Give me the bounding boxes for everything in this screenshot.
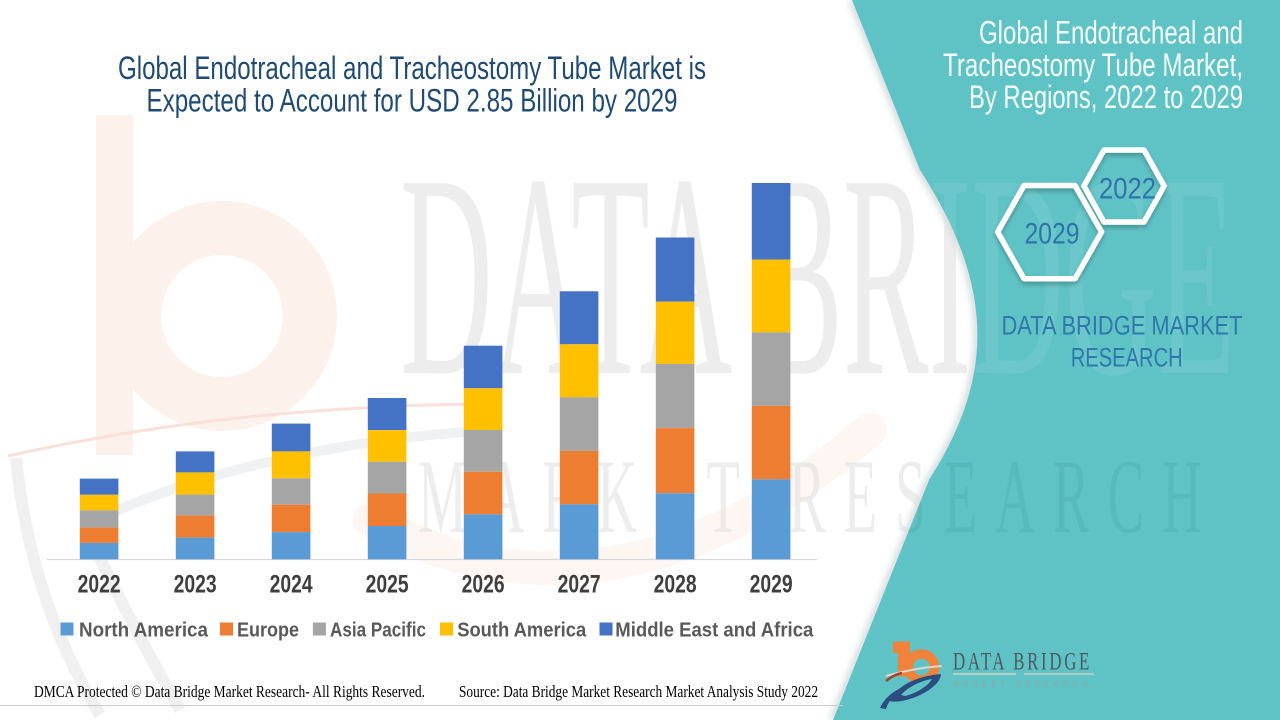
svg-text:Expected to Account for USD 2.: Expected to Account for USD 2.85 Billion…	[147, 82, 678, 118]
svg-text:Europe: Europe	[237, 620, 299, 642]
svg-text:North America: North America	[79, 620, 209, 642]
svg-text:DATA BRIDGE MARKET: DATA BRIDGE MARKET	[1002, 311, 1243, 341]
svg-text:2028: 2028	[654, 571, 697, 599]
svg-text:South America: South America	[457, 620, 587, 642]
svg-text:2025: 2025	[366, 571, 409, 599]
svg-text:2026: 2026	[462, 571, 505, 599]
svg-text:Global Endotracheal and: Global Endotracheal and	[979, 15, 1243, 51]
svg-text:2024: 2024	[270, 571, 313, 599]
svg-text:2029: 2029	[750, 571, 793, 599]
svg-text:Tracheostomy Tube Market,: Tracheostomy Tube Market,	[943, 47, 1243, 83]
svg-text:Asia Pacific: Asia Pacific	[330, 620, 426, 642]
svg-text:By Regions, 2022 to 2029: By Regions, 2022 to 2029	[969, 79, 1243, 115]
svg-text:DATA BRIDGE: DATA BRIDGE	[953, 648, 1092, 675]
svg-text:Middle East and Africa: Middle East and Africa	[615, 620, 814, 642]
svg-text:Global Endotracheal and Trache: Global Endotracheal and Tracheostomy Tub…	[118, 50, 706, 86]
svg-text:Source: Data Bridge Market Res: Source: Data Bridge Market Research Mark…	[459, 682, 818, 701]
svg-text:2027: 2027	[558, 571, 601, 599]
svg-text:DMCA Protected © Data Bridge M: DMCA Protected © Data Bridge Market Rese…	[34, 682, 425, 701]
svg-text:MARKET RESEARCH: MARKET RESEARCH	[418, 438, 1220, 555]
svg-text:2022: 2022	[1099, 173, 1156, 206]
svg-text:MARKET RESEARCH: MARKET RESEARCH	[953, 679, 1092, 689]
svg-text:RESEARCH: RESEARCH	[1071, 342, 1183, 372]
svg-text:2029: 2029	[1025, 217, 1080, 250]
svg-text:2022: 2022	[78, 571, 121, 599]
svg-text:2023: 2023	[174, 571, 217, 599]
